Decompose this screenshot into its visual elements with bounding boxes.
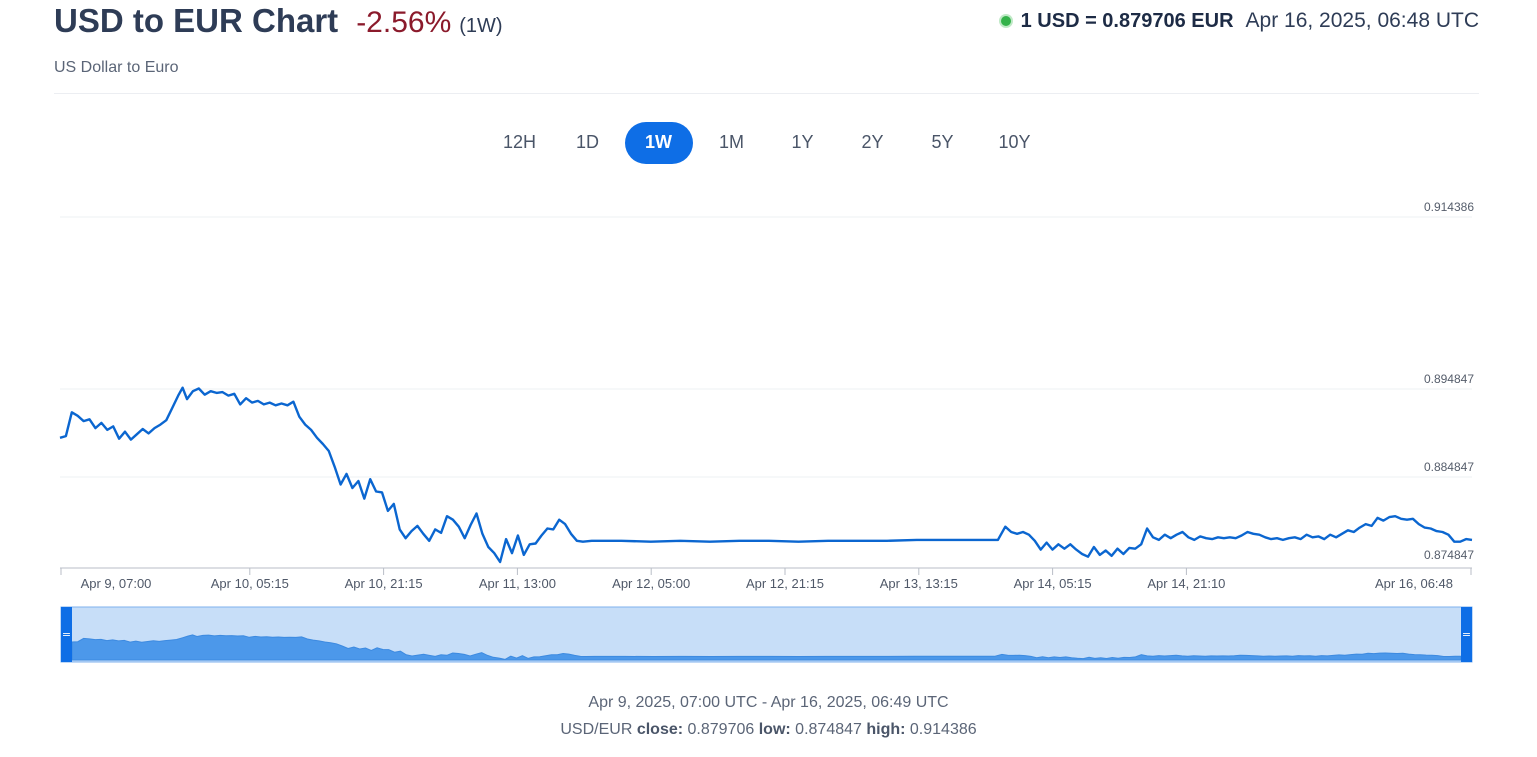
y-tick-label: 0.874847 (1424, 548, 1474, 562)
x-tick-label: Apr 16, 06:48 (1375, 576, 1453, 591)
range-button-12h[interactable]: 12H (502, 132, 537, 152)
period-label: (1W) (459, 15, 503, 37)
range-button-2y[interactable]: 2Y (861, 132, 884, 152)
rate-timestamp: Apr 16, 2025, 06:48 UTC (1245, 9, 1479, 32)
current-rate: 1 USD = 0.879706 EUR (1020, 9, 1234, 32)
close-value: 0.879706 (687, 721, 755, 738)
time-range-selector: 12H 1D 1W 1M 1Y 2Y 5Y 10Y (0, 122, 1537, 164)
change-percent: -2.56% (356, 6, 452, 39)
range-button-1d[interactable]: 1D (575, 132, 599, 152)
x-tick-label: Apr 10, 05:15 (211, 576, 289, 591)
x-tick-label: Apr 12, 05:00 (612, 576, 690, 591)
chart-gridlines (60, 216, 1472, 478)
navigator[interactable]: = = (60, 606, 1473, 663)
footer-date-range: Apr 9, 2025, 07:00 UTC - Apr 16, 2025, 0… (588, 694, 949, 711)
x-tick-label: Apr 14, 21:10 (1147, 576, 1225, 591)
low-label: low: (758, 721, 791, 738)
live-rate: 1 USD = 0.879706 EUR Apr 16, 2025, 06:48… (1000, 6, 1479, 36)
y-tick-label: 0.894847 (1424, 372, 1474, 386)
grip-icon: = (62, 628, 71, 641)
x-axis-ticks: Apr 9, 07:00 Apr 10, 05:15 Apr 10, 21:15 Ap… (60, 568, 1472, 591)
navigator-area-series (71, 634, 1462, 661)
low-value: 0.874847 (795, 721, 862, 738)
navigator-left-handle[interactable] (61, 607, 72, 662)
range-button-10y[interactable]: 10Y (998, 132, 1031, 152)
y-tick-label: 0.884847 (1424, 460, 1474, 474)
pair-label: USD/EUR (560, 721, 633, 738)
x-tick-label: Apr 12, 21:15 (746, 576, 824, 591)
navigator-right-handle[interactable] (1461, 607, 1472, 662)
page-title: USD to EUR Chart (54, 2, 339, 39)
range-button-1w[interactable]: 1W (624, 122, 693, 164)
high-label: high: (866, 721, 906, 738)
price-line-series (59, 386, 1473, 564)
x-tick-label: Apr 11, 13:00 (479, 576, 556, 591)
footer-stats: USD/EUR close: 0.879706 low: 0.874847 hi… (0, 721, 1537, 739)
x-tick-label: Apr 9, 07:00 (81, 576, 152, 591)
page-subtitle: US Dollar to Euro (54, 59, 179, 76)
y-tick-label: 0.914386 (1424, 200, 1474, 214)
x-tick-label: Apr 14, 05:15 (1014, 576, 1092, 591)
range-button-1m[interactable]: 1M (718, 132, 744, 152)
range-button-1y[interactable]: 1Y (791, 132, 814, 152)
x-tick-label: Apr 13, 13:15 (880, 576, 958, 591)
title-row: USD to EUR Chart -2.56% (1W) (54, 2, 503, 46)
price-chart[interactable]: 0.914386 0.894847 0.884847 0.874847 Apr 9, … (0, 0, 1537, 680)
header-divider (54, 93, 1479, 94)
live-status-icon (1000, 16, 1011, 26)
y-axis-labels: 0.914386 0.894847 0.884847 0.874847 (1424, 200, 1474, 562)
range-button-5y[interactable]: 5Y (931, 132, 954, 152)
high-value: 0.914386 (909, 721, 977, 738)
close-label: close: (636, 721, 684, 738)
grip-icon: = (1462, 628, 1471, 641)
x-tick-label: Apr 10, 21:15 (345, 576, 423, 591)
